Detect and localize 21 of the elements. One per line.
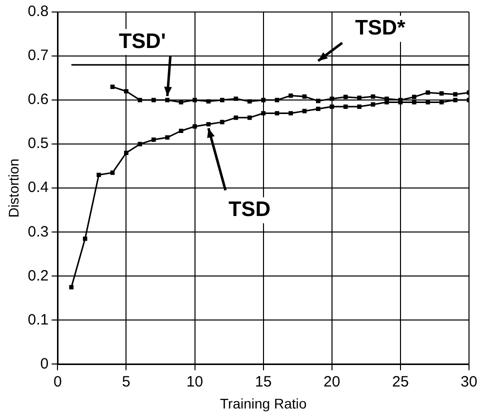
y-tick-label: 0.1 [28,311,49,328]
y-tick-label: 0.7 [28,47,49,64]
x-tick-label: 15 [254,373,272,390]
y-tick-label: 0 [40,355,49,372]
annotation: TSD [228,198,270,222]
x-tick-label: 5 [122,373,130,390]
annotation: TSD' [118,30,166,53]
y-tick-label: 0.3 [28,223,49,240]
x-tick-label: 20 [324,373,340,390]
y-tick-label: 0.5 [28,135,49,152]
y-tick-label: 0.4 [28,179,49,196]
x-tick-label: 0 [53,373,62,390]
x-axis-title: Training Ratio [220,395,307,412]
x-tick-label: 25 [392,373,409,390]
x-tick-label: 30 [460,373,478,390]
x-tick-label: 10 [186,373,204,390]
y-tick-label: 0.6 [28,91,49,108]
y-tick-label: 0.2 [28,267,49,284]
y-axis-title: Distortion [5,158,22,218]
y-tick-label: 0.8 [28,3,49,20]
annotation: TSD* [355,16,406,40]
